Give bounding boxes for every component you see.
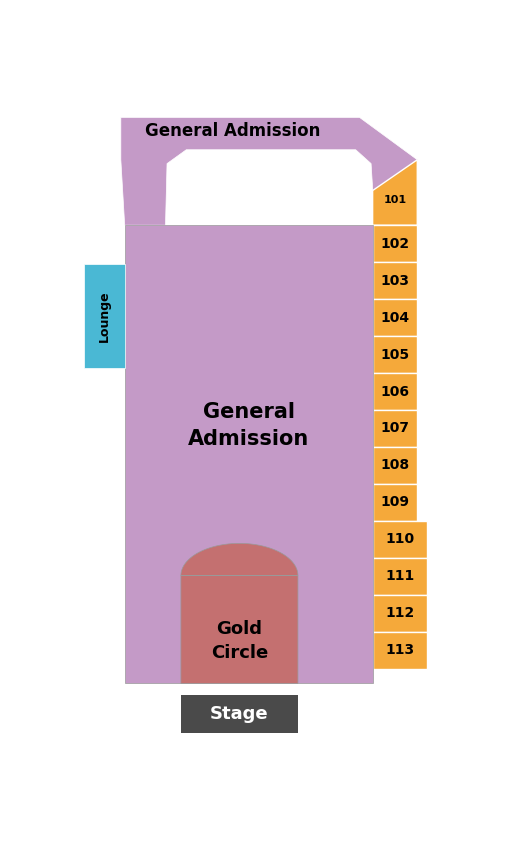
Text: 113: 113 [385,643,415,657]
Polygon shape [373,521,427,558]
Text: 102: 102 [381,236,410,251]
Polygon shape [373,373,417,410]
Polygon shape [373,447,417,484]
Text: Lounge: Lounge [98,290,110,342]
Polygon shape [181,543,298,683]
Polygon shape [373,225,417,262]
Text: Gold
Circle: Gold Circle [211,620,268,662]
Polygon shape [181,695,298,734]
Text: 104: 104 [381,310,410,325]
Polygon shape [373,632,427,669]
Text: 109: 109 [381,496,410,509]
Polygon shape [373,262,417,299]
Polygon shape [373,595,427,632]
Text: 110: 110 [385,532,415,547]
Text: 107: 107 [381,422,410,435]
Text: 108: 108 [381,458,410,473]
Text: 111: 111 [385,570,415,583]
Text: 106: 106 [381,384,410,399]
Text: General
Admission: General Admission [188,402,309,449]
Polygon shape [121,117,417,225]
Polygon shape [373,410,417,447]
Polygon shape [373,299,417,336]
Polygon shape [373,484,417,521]
Text: 103: 103 [381,274,410,287]
Text: Stage: Stage [210,706,269,723]
Text: 105: 105 [381,348,410,361]
Polygon shape [125,225,373,683]
Text: General Admission: General Admission [145,122,320,140]
Text: 101: 101 [383,196,406,205]
Polygon shape [373,160,417,225]
Polygon shape [84,264,125,368]
Text: 112: 112 [385,606,415,620]
Polygon shape [373,336,417,373]
Polygon shape [373,558,427,595]
